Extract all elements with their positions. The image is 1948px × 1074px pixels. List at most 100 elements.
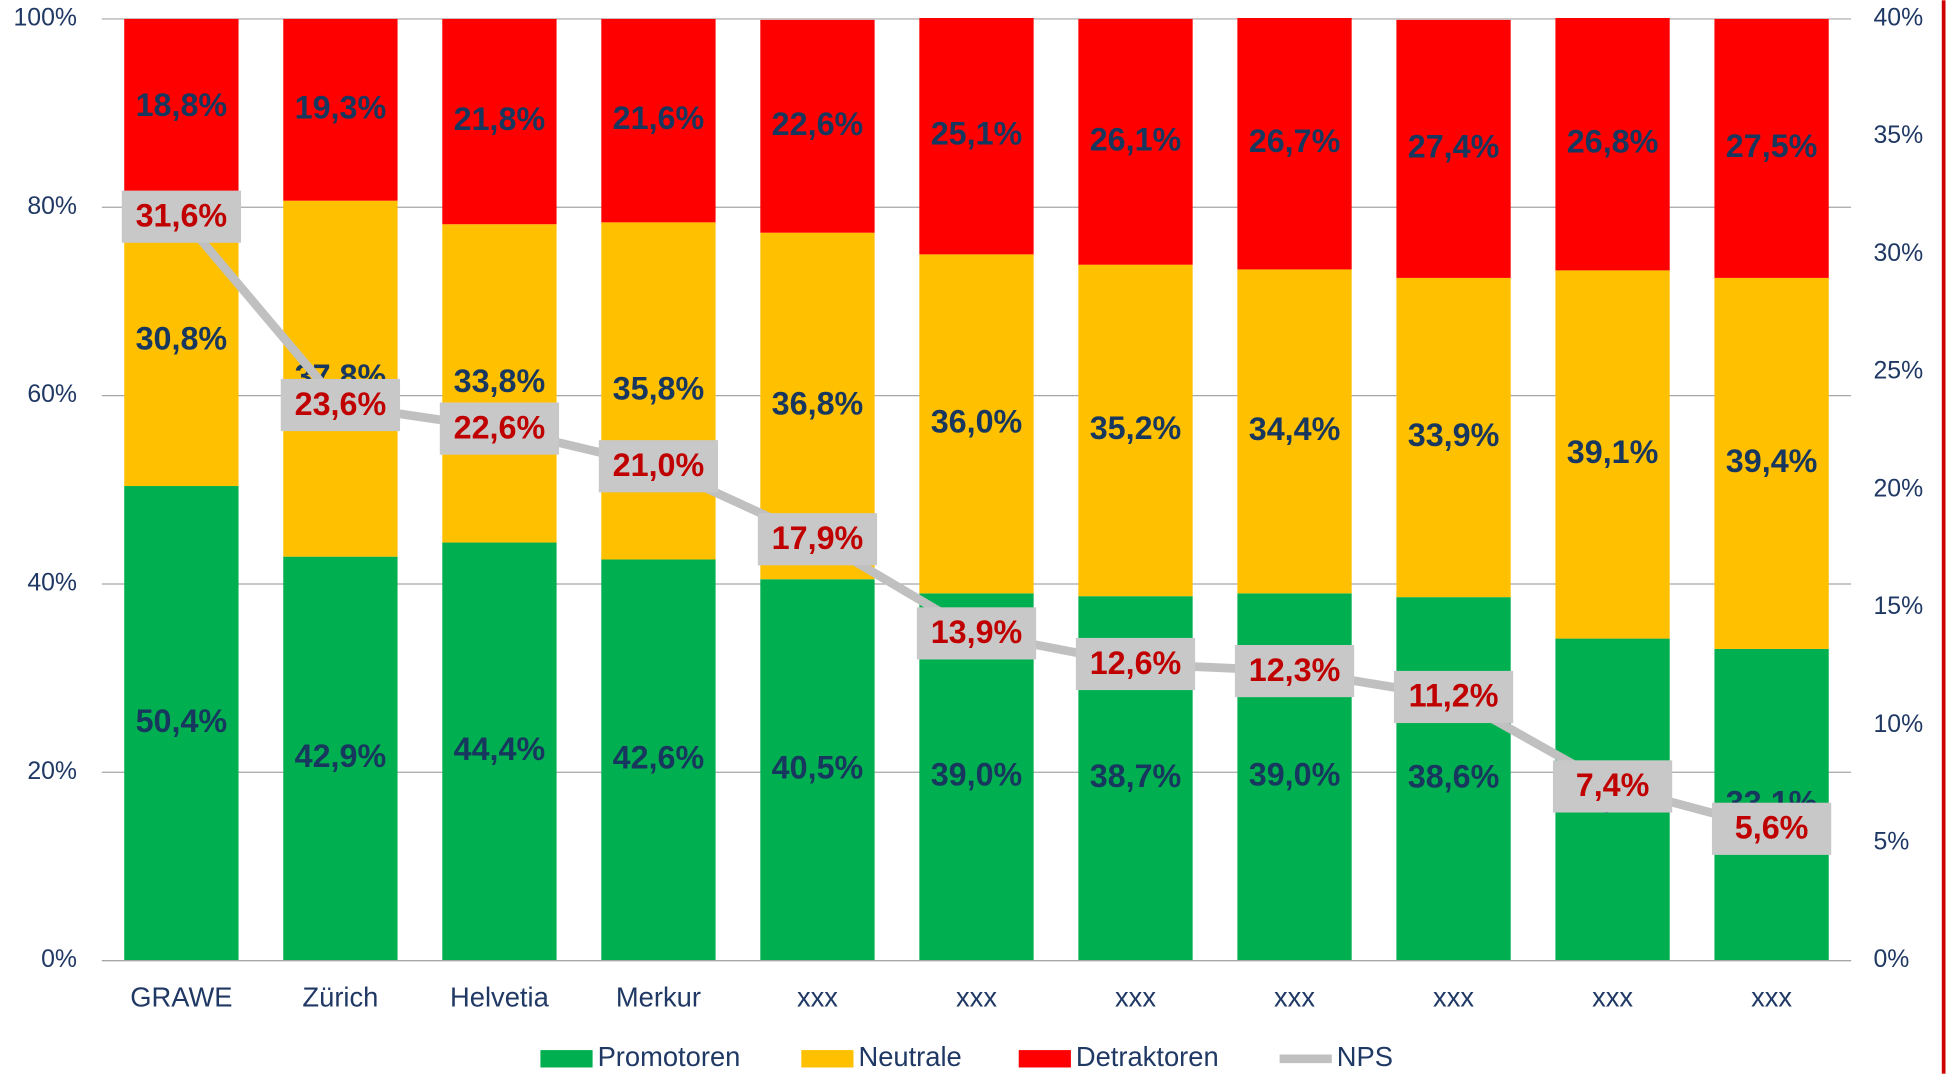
y2-tick-label: 0% [1873, 946, 1909, 973]
x-tick-label: xxx [1115, 981, 1156, 1012]
bar-segment [601, 222, 716, 560]
y2-tick-label: 15% [1873, 593, 1923, 620]
x-tick-label: Zürich [302, 981, 378, 1012]
bar-segment [919, 254, 1034, 594]
bar-segment [283, 556, 398, 961]
data-label: 21,8% [454, 101, 546, 137]
bar-segment [919, 17, 1034, 255]
label-box [1075, 637, 1196, 691]
legend-swatch [540, 1050, 593, 1068]
bar-segment [124, 18, 239, 196]
nps-label: 11,2% [1409, 678, 1499, 714]
data-label: 35,8% [613, 370, 705, 406]
bar-segment [1237, 269, 1352, 594]
legend-swatch [801, 1050, 854, 1068]
data-label: 50,4% [136, 703, 228, 739]
bar-segment [442, 224, 557, 543]
bar-segment [601, 18, 716, 223]
label-box [1711, 802, 1832, 855]
data-label: 36,8% [772, 386, 864, 422]
bar-segment [124, 486, 239, 961]
legend-label: NPS [1337, 1041, 1393, 1072]
data-label: 38,6% [1408, 758, 1500, 794]
data-label: 26,7% [1249, 123, 1341, 159]
label-box [1393, 670, 1514, 724]
bar-segment [1078, 18, 1193, 265]
y2-tick-label: 40% [1873, 5, 1923, 32]
bar-segment [1237, 17, 1352, 270]
label-box [1552, 760, 1673, 813]
y-tick-label: 40% [27, 570, 77, 597]
bar-segment [1396, 277, 1511, 598]
x-tick-label: xxx [1433, 981, 1474, 1012]
bar-segment [1555, 270, 1670, 639]
legend-label: Promotoren [598, 1041, 741, 1072]
bar-segment [442, 542, 557, 961]
data-label: 26,8% [1567, 124, 1659, 160]
x-tick-label: GRAWE [130, 981, 232, 1012]
data-label: 42,9% [295, 738, 387, 774]
bars [124, 17, 1829, 961]
nps-label: 12,3% [1249, 652, 1341, 688]
nps-label: 12,6% [1090, 645, 1182, 681]
bar-segment [283, 18, 398, 201]
label-box [439, 402, 560, 455]
data-label: 36,0% [931, 403, 1023, 439]
y2-tick-label: 25% [1873, 358, 1923, 385]
bar-segment [283, 200, 398, 557]
nps-label: 21,0% [613, 447, 705, 483]
legend-swatch [1018, 1050, 1071, 1068]
data-label: 26,1% [1090, 121, 1182, 157]
x-tick-label: xxx [1592, 981, 1633, 1012]
y2-tick-label: 20% [1873, 475, 1923, 502]
data-label: 44,4% [454, 731, 546, 767]
y-tick-label: 100% [14, 5, 78, 32]
data-label: 39,1% [1567, 434, 1659, 470]
y-tick-label: 0% [41, 946, 77, 973]
data-label: 22,6% [772, 106, 864, 142]
nps-label: 23,6% [295, 386, 387, 422]
x-tick-label: Helvetia [450, 981, 550, 1012]
y2-tick-label: 5% [1873, 828, 1909, 855]
data-label: 39,4% [1726, 443, 1818, 479]
data-label: 27,4% [1408, 128, 1500, 164]
x-tick-label: xxx [1274, 981, 1315, 1012]
data-label: 18,8% [136, 87, 228, 123]
bar-segment [1396, 597, 1511, 961]
legend-label: Neutrale [858, 1041, 961, 1072]
data-label: 33,9% [1408, 417, 1500, 453]
data-label: 25,1% [931, 116, 1023, 152]
nps-label: 17,9% [772, 520, 864, 556]
x-tick-label: xxx [797, 981, 838, 1012]
y-tick-label: 80% [27, 193, 77, 220]
bar-segment [1714, 18, 1829, 278]
bar-segment [1396, 19, 1511, 278]
bar-segment [601, 559, 716, 961]
edge-line [1941, 0, 1946, 1074]
x-tick-label: xxx [1751, 981, 1792, 1012]
y-tick-label: 60% [27, 381, 77, 408]
x-tick-label: Merkur [616, 981, 701, 1012]
bar-segment [1555, 17, 1670, 271]
bar-segment [760, 19, 875, 233]
bar-segment [442, 18, 557, 225]
bar-segment [124, 195, 239, 487]
nps-label: 7,4% [1576, 767, 1650, 803]
y2-tick-label: 35% [1873, 122, 1923, 149]
label-box [598, 440, 719, 493]
y2-tick-label: 10% [1873, 711, 1923, 738]
label-box [757, 513, 878, 566]
data-label: 42,6% [613, 740, 705, 776]
label-box [121, 190, 242, 243]
nps-label: 13,9% [931, 614, 1023, 650]
x-tick-label: xxx [956, 981, 997, 1012]
legend-label: Detraktoren [1076, 1041, 1219, 1072]
y-tick-label: 20% [27, 758, 77, 785]
data-label: 40,5% [772, 749, 864, 785]
bar-segment [1714, 277, 1829, 649]
bar-segment [1078, 264, 1193, 597]
nps-label: 5,6% [1735, 810, 1809, 846]
data-label: 39,0% [931, 757, 1023, 793]
data-label: 19,3% [295, 89, 387, 125]
